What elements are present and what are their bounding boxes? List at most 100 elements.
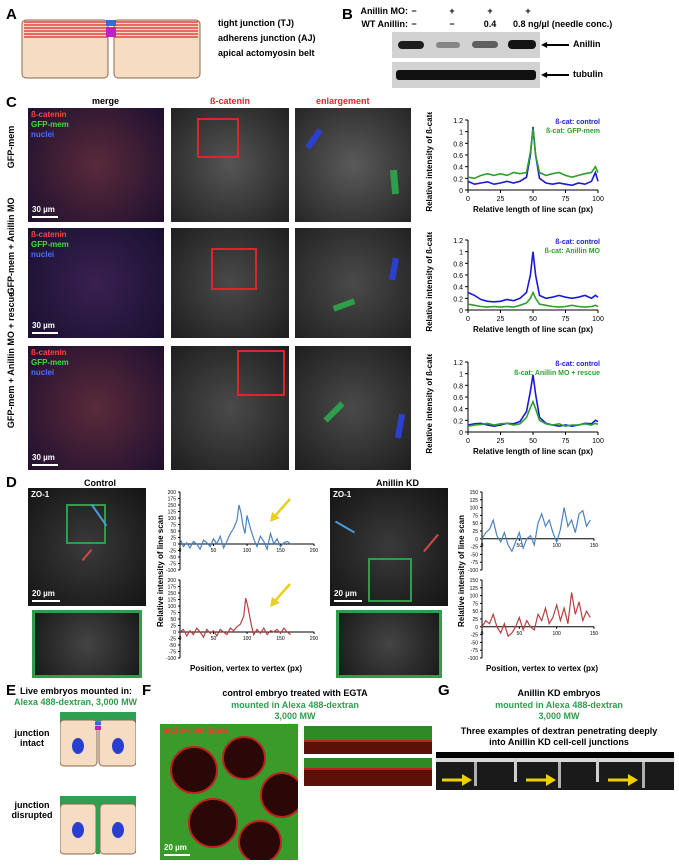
- band-lane4: [508, 40, 536, 49]
- mo-lane3: +: [487, 6, 493, 16]
- y-tick-label: 150: [168, 503, 177, 509]
- f-title1: control embryo treated with EGTA: [222, 688, 368, 698]
- cell: [222, 736, 266, 780]
- x-axis-label: Relative length of line scan (px): [473, 205, 593, 214]
- y-tick-label: 0.8: [453, 261, 463, 268]
- x-tick-label: 50: [517, 631, 523, 637]
- merge-label-bcatenin: ß-catenin: [31, 110, 67, 119]
- micrograph-merge-row3: ß-catenin GFP-mem nuclei 30 µm: [28, 346, 164, 470]
- row-label-rescue: GFP-mem + Anillin MO + rescue: [6, 291, 16, 429]
- y-tick-label: 100: [168, 516, 177, 522]
- wt-lane1: −: [411, 19, 417, 29]
- legend-entry: ß-cat: control: [555, 361, 600, 368]
- x-tick-label: 50: [529, 438, 537, 445]
- y-tick-label: 0: [459, 430, 463, 437]
- scale-label: 30 µm: [32, 453, 55, 462]
- cell: [170, 746, 218, 794]
- micrograph-control-zo1: ZO-1 20 µm: [28, 488, 146, 606]
- line-scan-gfp: [389, 169, 400, 195]
- band-label-anillin: Anillin: [573, 39, 601, 49]
- x-tick-label: 75: [562, 316, 570, 323]
- panel-label-b: B: [342, 6, 353, 23]
- y-tick-label: 175: [168, 497, 177, 503]
- legend-entry: ß-cat: control: [555, 239, 600, 246]
- scale-label: 20 µm: [32, 589, 55, 598]
- divider: [514, 758, 517, 782]
- western-blot-anillin: [392, 32, 540, 58]
- y-tick-label: 1.2: [453, 238, 463, 245]
- y-tick-label: 1: [459, 250, 463, 257]
- panel-label-c: C: [6, 94, 17, 111]
- y-axis-label: Relative intensity of ß-catenin: [425, 112, 434, 212]
- y-tick-label: -50: [471, 640, 478, 646]
- line-scan-blue: [334, 520, 356, 534]
- x-tick-label: 25: [497, 438, 505, 445]
- mo-lane2: +: [449, 6, 455, 16]
- x-tick-label: 25: [497, 316, 505, 323]
- x-tick-label: 150: [590, 631, 599, 637]
- y-tick-label: 150: [470, 490, 479, 496]
- x-tick-label: 0: [466, 316, 470, 323]
- scale-bar: [32, 332, 58, 334]
- line-scan-rescue: [323, 401, 345, 423]
- y-tick-label: -50: [169, 643, 176, 649]
- y-tick-label: 1.2: [453, 118, 463, 125]
- series-line: [467, 399, 599, 428]
- x-axis-label: Relative length of line scan (px): [473, 447, 593, 456]
- x-tick-label: 0: [481, 543, 484, 549]
- band-lane1: [398, 41, 424, 49]
- micrograph-merge-row2: ß-catenin GFP-mem nuclei 30 µm: [28, 228, 164, 338]
- x-tick-label: 0: [466, 438, 470, 445]
- enlargement-box: [211, 248, 257, 290]
- y-tick-label: -100: [166, 568, 176, 574]
- f-title2: mounted in Alexa 488-dextran: [231, 700, 359, 710]
- y-tick-label: -25: [471, 545, 478, 551]
- y-tick-label: 0: [475, 625, 478, 631]
- chart-c-anillin-mo: 0 0.2 0.4 0.6 0.8 1 1.2 0 25 50 75 100 ß-cat: contro…: [425, 232, 604, 334]
- x-tick-label: 0: [481, 631, 484, 637]
- mo-lane4: +: [525, 6, 531, 16]
- x-tick-label: 0: [466, 196, 470, 203]
- legend-entry: ß-cat: Anillin MO + rescue: [514, 370, 600, 377]
- scale-bar: [334, 600, 362, 602]
- panel-label-e: E: [6, 682, 17, 699]
- col-header-merge: merge: [92, 96, 120, 106]
- x-tick-label: 75: [562, 438, 570, 445]
- cell-layer: [304, 740, 432, 754]
- line-scan-mo: [332, 298, 356, 312]
- y-tick-label: 0: [173, 630, 176, 636]
- merge-label-gfp: GFP-mem: [31, 240, 69, 249]
- x-tick-label: 100: [243, 636, 252, 642]
- mo-lane1: −: [411, 6, 417, 16]
- panel-label-g: G: [438, 682, 450, 699]
- arrow-line-anillin: [547, 44, 569, 46]
- y-tick-label: 50: [472, 609, 478, 615]
- divider: [596, 758, 599, 782]
- scale-label: 20 µm: [334, 589, 357, 598]
- series-line: [467, 251, 599, 303]
- y-tick-label: 0.4: [453, 165, 463, 172]
- col-header-enlargement: enlargement: [316, 96, 370, 106]
- series-line: [481, 592, 591, 638]
- e-title1: Live embryos mounted in:: [20, 686, 133, 696]
- row-label-anillin-mo: GFP-mem + Anillin MO: [6, 197, 16, 295]
- arrow-peak-red: [270, 583, 291, 607]
- wt-lane3: 0.4: [483, 19, 497, 29]
- y-tick-label: -25: [471, 633, 478, 639]
- y-tick-label: 0.8: [453, 383, 463, 390]
- scale-label: 30 µm: [32, 205, 55, 214]
- x-tick-label: 200: [310, 548, 319, 554]
- band-lane2: [436, 42, 460, 48]
- col-header-bcatenin: ß-catenin: [210, 96, 251, 106]
- line-scan-red: [81, 548, 93, 562]
- x-tick-label: 150: [276, 636, 285, 642]
- y-tick-label: 0.8: [453, 141, 463, 148]
- merge-label-gfp: GFP-mem: [31, 120, 69, 129]
- xz-sections-kd: [436, 752, 674, 790]
- y-tick-label: 200: [168, 490, 177, 496]
- scale-label: 20 µm: [164, 843, 187, 852]
- merge-label-bcatenin: ß-catenin: [31, 348, 67, 357]
- y-tick-label: 50: [472, 521, 478, 527]
- series-line: [467, 290, 599, 308]
